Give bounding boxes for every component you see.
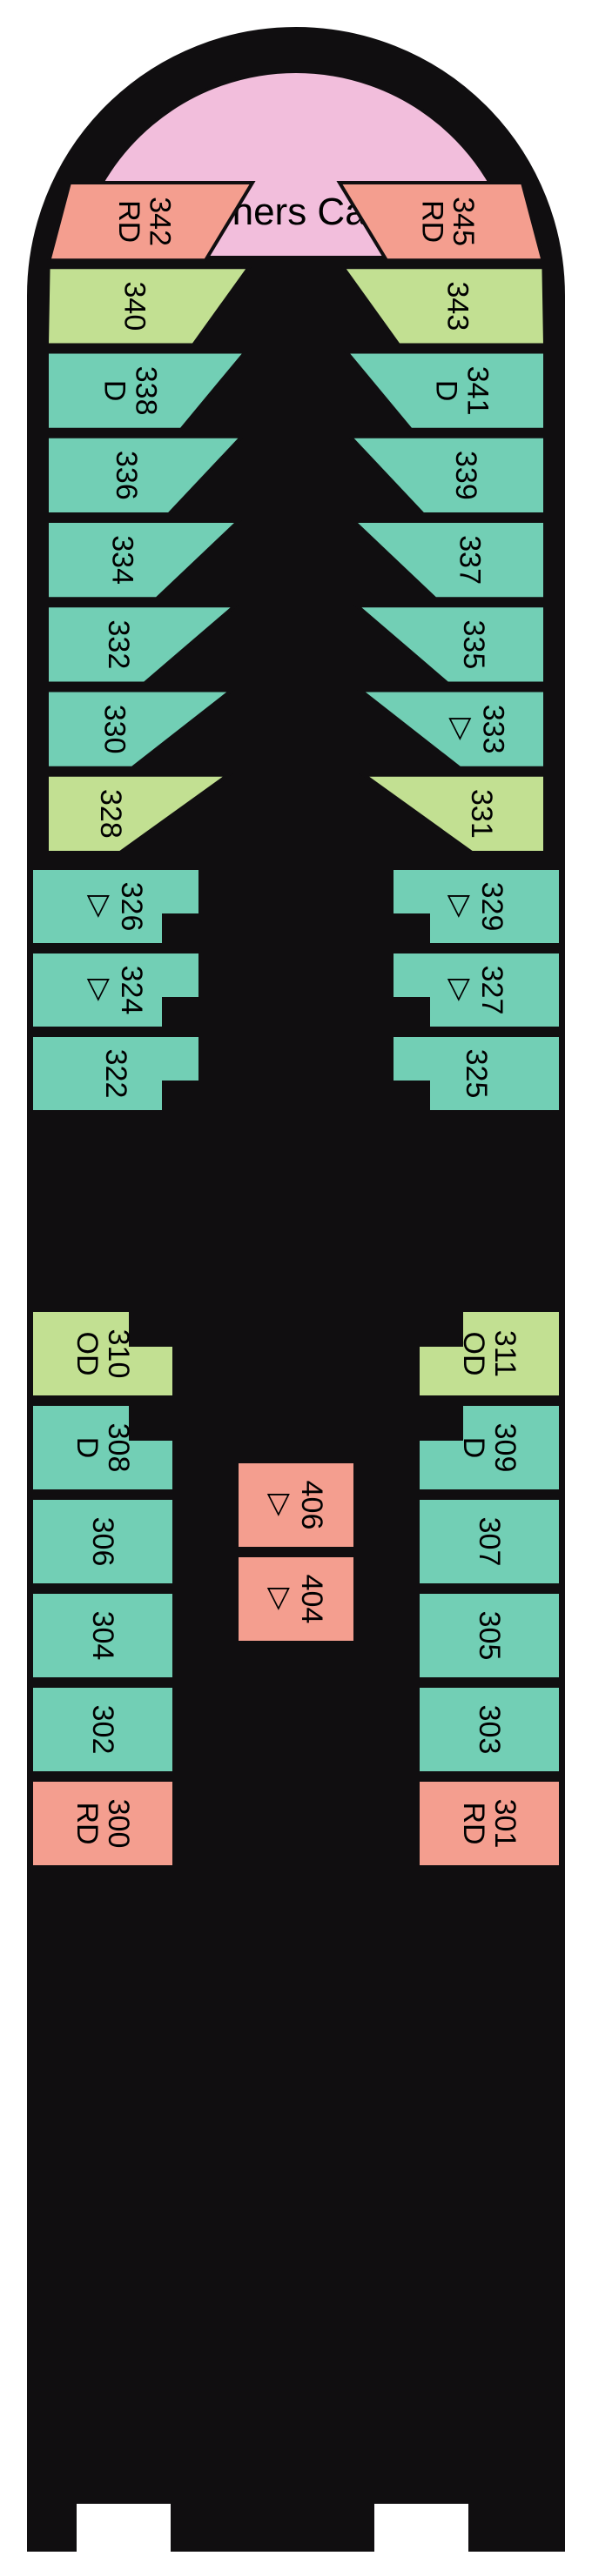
cabin-339-label: 339 <box>449 451 482 500</box>
cabin-330-label: 330 <box>98 705 131 754</box>
svg-text:300: 300 <box>102 1799 135 1849</box>
cabin-307-label: 307 <box>473 1517 506 1567</box>
bow-corridor <box>283 263 309 419</box>
cabin-343-label: 343 <box>441 282 474 331</box>
svg-text:327: 327 <box>475 966 508 1015</box>
svg-text:339: 339 <box>449 451 482 500</box>
svg-text:306: 306 <box>86 1517 119 1567</box>
cabin-304-label: 304 <box>86 1611 119 1661</box>
svg-text:RD: RD <box>416 200 449 243</box>
svg-text:338: 338 <box>129 366 162 416</box>
svg-text:▷: ▷ <box>84 895 117 919</box>
svg-text:303: 303 <box>473 1705 506 1755</box>
cabin-331-label: 331 <box>465 789 498 839</box>
svg-text:301: 301 <box>488 1799 521 1849</box>
svg-text:335: 335 <box>457 620 490 670</box>
svg-text:330: 330 <box>98 705 131 754</box>
cabin-334-label: 334 <box>106 535 139 585</box>
cabin-336-label: 336 <box>110 451 143 500</box>
svg-text:340: 340 <box>118 282 151 331</box>
cabin-335-label: 335 <box>457 620 490 670</box>
svg-text:▷: ▷ <box>84 979 117 1002</box>
svg-text:326: 326 <box>115 882 148 932</box>
svg-text:331: 331 <box>465 789 498 839</box>
svg-text:D: D <box>71 1437 104 1459</box>
cabin-310-label: 310OD <box>71 1329 135 1379</box>
svg-text:324: 324 <box>115 966 148 1015</box>
svg-text:311: 311 <box>488 1330 521 1377</box>
door-right <box>374 2504 468 2556</box>
cabin-345-label: 345RD <box>416 197 481 246</box>
svg-text:RD: RD <box>457 1802 490 1844</box>
svg-text:D: D <box>430 380 463 402</box>
cabin-301-label: 301RD <box>457 1799 521 1849</box>
cabin-305-label: 305 <box>473 1611 506 1661</box>
deck-plan: Owners Cabin342RD340338D3363343323303283… <box>0 0 592 2576</box>
svg-text:307: 307 <box>473 1517 506 1567</box>
cabin-332-label: 332 <box>102 620 135 670</box>
cabin-311-label: 311OD <box>457 1330 521 1377</box>
svg-text:406: 406 <box>295 1481 328 1530</box>
cabin-337-label: 337 <box>454 535 487 585</box>
cabin-306-label: 306 <box>86 1517 119 1567</box>
svg-text:328: 328 <box>94 789 127 839</box>
svg-text:404: 404 <box>295 1575 328 1624</box>
svg-text:332: 332 <box>102 620 135 670</box>
svg-text:337: 337 <box>454 535 487 585</box>
svg-text:▷: ▷ <box>264 1494 297 1517</box>
cabin-328-label: 328 <box>94 789 127 839</box>
svg-text:RD: RD <box>71 1802 104 1844</box>
svg-text:329: 329 <box>475 882 508 932</box>
svg-text:309: 309 <box>488 1423 521 1473</box>
svg-text:D: D <box>98 380 131 402</box>
svg-text:▷: ▷ <box>264 1588 297 1611</box>
svg-text:345: 345 <box>447 197 480 246</box>
svg-text:341: 341 <box>461 366 494 416</box>
svg-text:342: 342 <box>143 197 176 246</box>
svg-text:343: 343 <box>441 282 474 331</box>
cabin-325-label: 325 <box>460 1049 493 1099</box>
svg-text:OD: OD <box>71 1332 104 1376</box>
svg-text:336: 336 <box>110 451 143 500</box>
svg-text:D: D <box>457 1437 490 1459</box>
svg-text:308: 308 <box>102 1423 135 1473</box>
cabin-302-label: 302 <box>86 1705 119 1755</box>
svg-text:OD: OD <box>457 1332 490 1376</box>
cabin-300-label: 300RD <box>71 1799 135 1849</box>
svg-text:304: 304 <box>86 1611 119 1661</box>
cabin-322-label: 322 <box>99 1049 132 1099</box>
svg-text:322: 322 <box>99 1049 132 1099</box>
cabin-303-label: 303 <box>473 1705 506 1755</box>
svg-text:325: 325 <box>460 1049 493 1099</box>
svg-text:▷: ▷ <box>444 979 477 1002</box>
door-left <box>77 2504 171 2556</box>
svg-text:▷: ▷ <box>446 718 479 741</box>
svg-text:310: 310 <box>102 1329 135 1379</box>
svg-text:334: 334 <box>106 535 139 585</box>
cabin-342-label: 342RD <box>112 197 177 246</box>
svg-text:▷: ▷ <box>444 895 477 919</box>
svg-text:302: 302 <box>86 1705 119 1755</box>
svg-text:305: 305 <box>473 1611 506 1661</box>
cabin-340-label: 340 <box>118 282 151 331</box>
svg-text:333: 333 <box>476 705 509 754</box>
svg-text:RD: RD <box>112 200 145 243</box>
